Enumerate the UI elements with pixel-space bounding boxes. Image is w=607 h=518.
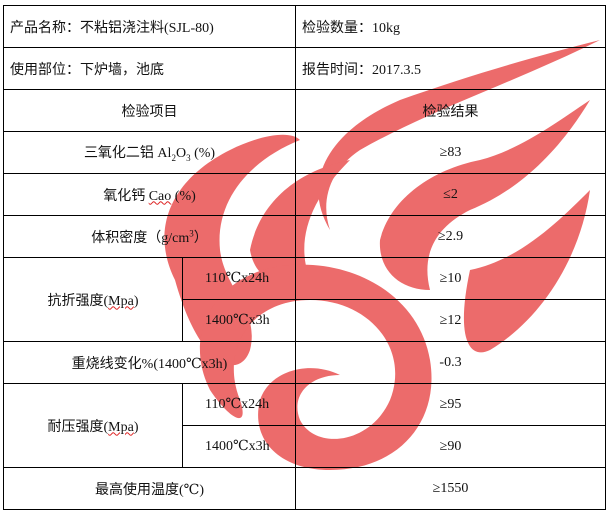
compressive-value-2: ≥90	[295, 425, 606, 468]
density-value: ≥2.9	[295, 215, 606, 258]
table-row: 使用部位：下炉墙，池底 报告时间：2017.3.5	[3, 47, 606, 90]
table-row: 1400℃x3h ≥12	[4, 299, 606, 342]
al2o3-value: ≥83	[295, 131, 606, 174]
label-text: 氧化钙	[103, 188, 149, 204]
cao-value: ≤2	[295, 173, 606, 216]
inspection-report-table: 产品名称：不粘铝浇注料(SJL-80) 检验数量：10kg 使用部位：下炉墙，池…	[3, 5, 606, 510]
table-row: 氧化钙 Cao (%) ≤2	[3, 173, 606, 216]
compressive-label: 耐压强度(Mpa)	[3, 383, 183, 468]
product-name: 产品名称：不粘铝浇注料(SJL-80)	[3, 5, 296, 48]
label-text: (%)	[171, 188, 196, 204]
al2o3-label: 三氧化二铝 Al2O3 (%)	[3, 131, 296, 174]
density-label: 体积密度（g/cm3）	[3, 215, 296, 258]
flexural-value-1: ≥10	[295, 257, 606, 300]
label-unit: Mpa	[108, 419, 134, 435]
compressive-condition-2: 1400℃x3h	[182, 425, 296, 468]
table-row: 三氧化二铝 Al2O3 (%) ≥83	[3, 131, 606, 174]
compressive-value-1: ≥95	[295, 383, 606, 426]
label-text: ）	[193, 230, 208, 246]
label-text: )	[133, 419, 139, 435]
label-text: 耐压强度(	[47, 419, 109, 435]
cao-label: 氧化钙 Cao (%)	[3, 173, 296, 216]
table-row: 最高使用温度(℃) ≥1550	[3, 467, 606, 510]
table-row: 产品名称：不粘铝浇注料(SJL-80) 检验数量：10kg	[3, 5, 606, 48]
label-unit: Mpa	[108, 293, 134, 309]
table-row: 体积密度（g/cm3） ≥2.9	[3, 215, 606, 258]
reheat-value: -0.3	[295, 341, 606, 384]
header-item: 检验项目	[3, 89, 296, 132]
usage-location: 使用部位：下炉墙，池底	[3, 47, 296, 90]
reheat-label: 重烧线变化%(1400℃x3h)	[3, 341, 296, 384]
table-row: 重烧线变化%(1400℃x3h) -0.3	[3, 341, 606, 384]
table-header-row: 检验项目 检验结果	[3, 89, 606, 132]
subscript: 3	[186, 152, 191, 163]
flexural-condition-2: 1400℃x3h	[182, 299, 296, 342]
max-temp-value: ≥1550	[295, 467, 606, 510]
superscript: 3	[189, 227, 194, 238]
table-row: 抗折强度(Mpa) 110℃x24h ≥10	[3, 257, 606, 342]
report-time: 报告时间：2017.3.5	[295, 47, 606, 90]
label-text: )	[133, 293, 139, 309]
flexural-condition-1: 110℃x24h	[182, 257, 296, 300]
subscript: 2	[171, 152, 176, 163]
label-text: (%)	[190, 146, 216, 162]
label-unit: Cao	[148, 188, 172, 204]
label-text: 体积密度（g/cm	[91, 230, 190, 246]
max-temp-label: 最高使用温度(℃)	[3, 467, 296, 510]
inspection-quantity: 检验数量：10kg	[295, 5, 606, 48]
table-row: 耐压强度(Mpa) 110℃x24h ≥95	[3, 383, 606, 468]
label-text: 三氧化二铝 Al	[83, 146, 172, 162]
table-row: 1400℃x3h ≥90	[4, 425, 606, 468]
flexural-label: 抗折强度(Mpa)	[3, 257, 183, 342]
flexural-value-2: ≥12	[295, 299, 606, 342]
label-text: O	[175, 146, 187, 162]
header-result: 检验结果	[295, 89, 606, 132]
compressive-condition-1: 110℃x24h	[182, 383, 296, 426]
label-text: 抗折强度(	[47, 293, 109, 309]
